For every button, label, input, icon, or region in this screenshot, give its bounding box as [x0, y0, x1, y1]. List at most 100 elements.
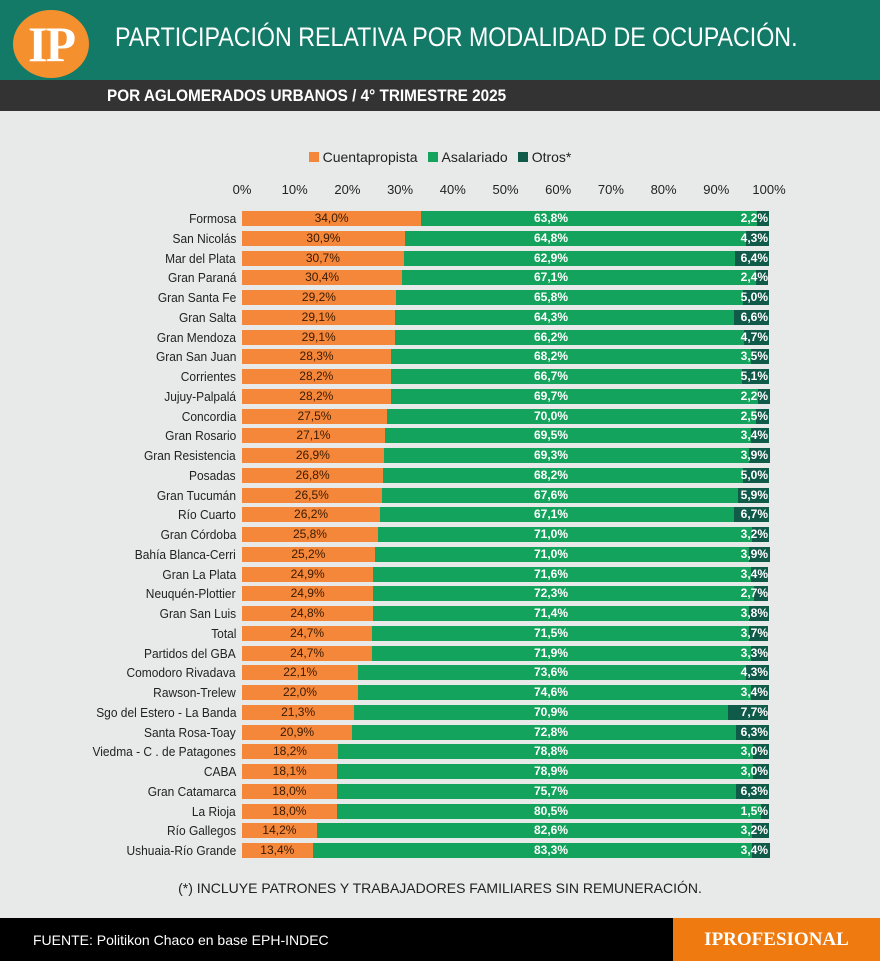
bar-segment-cuentapropista [242, 586, 374, 602]
bar-segment-cuentapropista [242, 665, 359, 681]
category-label: San Nicolás [172, 230, 236, 246]
data-label: 25,2% [291, 546, 326, 561]
data-label: 13,4% [260, 843, 295, 857]
bar-row: Gran Tucumán 26,5% 67,6% 5,9% [0, 487, 880, 504]
data-label: 4,3% [740, 230, 768, 245]
bar-segment-cuentapropista [242, 764, 338, 779]
bar-segment-asalariado [336, 803, 762, 819]
bar-row: Gran Rosario 27,1% 69,5% 3,4% [0, 428, 880, 444]
data-label: 3,4% [740, 843, 768, 857]
bar-row: Mar del Plata 30,7% 62,9% 6,4% [0, 250, 880, 267]
bar-segment-otros [755, 408, 769, 424]
bar-segment-otros [744, 329, 769, 345]
bar-row: La Rioja 18,0% 80,5% 1,5% [0, 803, 880, 820]
data-label: 3,8% [740, 606, 768, 620]
data-label: 27,1% [296, 428, 331, 443]
data-label: 30,9% [306, 230, 341, 245]
bar-segment-otros [735, 783, 769, 799]
category-label: Ushuaia-Río Grande [126, 843, 236, 858]
bar-row: Ushuaia-Río Grande 13,4% 83,3% 3,4% [0, 843, 880, 859]
bar-row: Gran Mendoza 29,1% 66,2% 4,7% [0, 329, 880, 346]
data-label: 2,2% [740, 388, 768, 403]
x-tick-label: 30% [387, 182, 414, 197]
bar-segment-otros [746, 230, 769, 246]
data-label: 4,7% [740, 329, 768, 344]
chart-subtitle: POR AGLOMERADOS URBANOS / 4° TRIMESTRE 2… [107, 86, 507, 105]
data-label: 3,2% [740, 823, 768, 838]
data-label: 78,9% [533, 764, 569, 778]
x-tick-label: 60% [545, 182, 572, 197]
data-label: 6,3% [740, 783, 768, 798]
bar-segment-asalariado [380, 507, 734, 523]
data-label: 29,1% [301, 329, 336, 344]
data-label: 26,5% [294, 487, 329, 502]
bar-segment-otros [748, 625, 769, 641]
bar-segment-asalariado [312, 843, 752, 858]
data-label: 68,2% [533, 467, 569, 482]
bar-row: Río Cuarto 26,2% 67,1% 6,7% [0, 507, 880, 523]
data-label: 2,5% [740, 408, 768, 423]
legend-swatch [308, 152, 319, 162]
data-label: 3,2% [740, 527, 768, 541]
bar-segment-asalariado [336, 783, 736, 799]
bar-segment-otros [754, 586, 769, 602]
data-label: 26,9% [295, 448, 330, 462]
x-tick-label: 20% [334, 182, 361, 197]
bar-row: Gran Paraná 30,4% 67,1% 2,4% [0, 270, 880, 286]
data-label: 66,2% [533, 329, 569, 344]
data-label: 5,0% [740, 467, 768, 482]
bar-segment-cuentapropista [242, 507, 381, 523]
data-label: 28,2% [299, 388, 334, 403]
bar-segment-cuentapropista [242, 704, 355, 720]
data-label: 30,4% [305, 270, 340, 285]
category-label: Gran Paraná [167, 270, 236, 286]
bar-segment-cuentapropista [242, 388, 391, 404]
data-label: 22,0% [282, 685, 317, 699]
category-label: Gran San Luis [159, 606, 236, 621]
bar-segment-cuentapropista [242, 843, 313, 858]
bar-segment-cuentapropista [242, 606, 373, 621]
bar-row: Gran Santa Fe 29,2% 65,8% 5,0% [0, 290, 880, 306]
category-label: Gran Resistencia [144, 448, 236, 463]
bar-segment-asalariado [358, 665, 747, 681]
data-label: 2,7% [740, 586, 768, 601]
bar-segment-asalariado [316, 823, 753, 839]
bar-segment-cuentapropista [242, 349, 392, 365]
bar-row: Gran Catamarca 18,0% 75,7% 6,3% [0, 783, 880, 800]
legend-label: Otros* [531, 149, 572, 165]
category-label: Comodoro Rivadava [126, 665, 236, 681]
data-label: 18,0% [272, 783, 307, 798]
bar-segment-cuentapropista [242, 783, 337, 799]
bar-segment-cuentapropista [242, 448, 384, 463]
category-label: Viedma - C . de Patagones [92, 744, 236, 760]
legend-swatch [517, 152, 528, 162]
bar-segment-cuentapropista [242, 487, 382, 503]
bar-segment-otros [750, 566, 769, 582]
bar-segment-otros [733, 507, 769, 523]
x-tick-label: 0% [232, 182, 252, 197]
x-tick-label: 100% [752, 182, 786, 197]
bar-row: Total 24,7% 71,5% 3,7% [0, 625, 880, 642]
bar-segment-asalariado [337, 744, 754, 760]
bar-segment-asalariado [384, 428, 752, 444]
bar-segment-otros [752, 527, 769, 542]
bar-segment-otros [750, 349, 769, 365]
data-label: 18,2% [272, 744, 307, 759]
data-label: 67,6% [533, 487, 569, 502]
data-label: 69,5% [533, 428, 569, 443]
category-label: Santa Rosa-Toay [144, 724, 236, 740]
data-label: 28,2% [299, 369, 334, 383]
data-label: 70,0% [533, 408, 569, 423]
category-label: Río Gallegos [166, 823, 236, 839]
bar-segment-asalariado [381, 487, 738, 503]
bar-segment-asalariado [372, 606, 749, 621]
legend-item: Otros* [517, 149, 572, 165]
category-label: Formosa [188, 211, 236, 226]
category-label: Total [210, 625, 236, 641]
data-label: 6,6% [740, 309, 768, 324]
bar-segment-cuentapropista [242, 230, 405, 246]
data-label: 83,3% [533, 843, 569, 857]
data-label: 18,0% [272, 803, 307, 818]
legend: Cuentapropista Asalariado Otros* [0, 149, 880, 165]
bar-row: Corrientes 28,2% 66,7% 5,1% [0, 369, 880, 385]
